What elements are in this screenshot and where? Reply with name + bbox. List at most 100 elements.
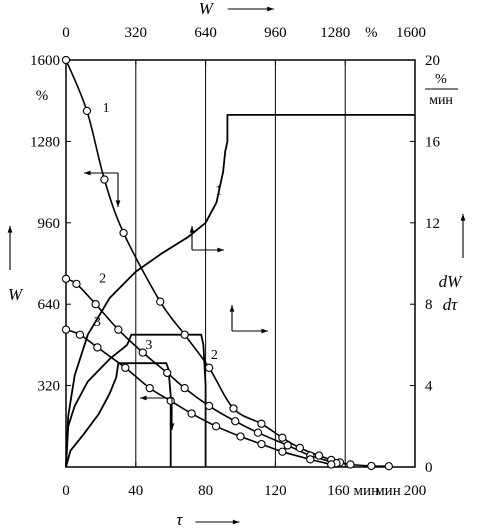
bottom-x-unit: мин: [375, 483, 401, 499]
moisture-point-1: [119, 228, 128, 238]
curve-number-label: 1: [103, 101, 110, 116]
right-y-tick-label: 16: [425, 134, 441, 150]
right-y-tick-label: 0: [425, 460, 433, 476]
moisture-point-3: [278, 447, 287, 456]
curve-number-label: 1: [215, 183, 222, 198]
curve1-moisture-indicator-h-head: [84, 170, 91, 176]
right-y-axis-label-num: dW: [439, 272, 464, 291]
top-x-tick-label: 1600: [396, 25, 426, 41]
moisture-point-3: [257, 439, 266, 449]
moisture-point-1: [61, 55, 71, 65]
moisture-point-1: [156, 297, 165, 306]
curve3-moisture-indicator-h-head: [140, 395, 147, 401]
left-y-axis-label: W: [8, 285, 24, 304]
moisture-point-3: [306, 455, 315, 464]
moisture-point-1: [346, 460, 355, 469]
moisture-point-2: [253, 428, 263, 437]
moisture-point-2: [138, 348, 147, 357]
plot-border: [65, 59, 416, 468]
top-x-tick-label: 1280: [320, 25, 350, 41]
moisture-point-2: [283, 441, 292, 450]
series-layer: [65, 59, 415, 468]
moisture-point-3: [187, 409, 196, 418]
plot-frame: [65, 59, 416, 468]
top-x-tick-label: 320: [125, 25, 148, 41]
moisture-point-1: [384, 462, 393, 471]
arrow-layer: [7, 6, 466, 525]
moisture-point-1: [257, 419, 266, 428]
bottom-x-tick-label: 160 мин: [327, 483, 379, 499]
top-x-tick-label: 0: [62, 25, 70, 41]
moisture-point-1: [82, 106, 92, 116]
moisture-point-2: [163, 368, 172, 378]
left-y-tick-label: 1280: [30, 134, 60, 150]
right-y-tick-label: 20: [425, 53, 440, 69]
right-y-unit-den: мин: [429, 93, 453, 108]
moisture-point-3: [93, 343, 102, 352]
curve3-moisture-indicator-v-head: [169, 423, 175, 430]
moisture-point-3: [327, 460, 336, 469]
left-y-tick-label: 640: [38, 297, 61, 313]
left-axis-arrow-head: [7, 226, 13, 233]
moisture-point-1: [295, 443, 304, 453]
moisture-point-3: [236, 432, 245, 441]
top-axis-arrow-head: [267, 6, 274, 12]
curve-number-label: 2: [211, 348, 218, 363]
moisture-point-3: [211, 422, 221, 431]
right-y-tick-label: 8: [425, 297, 433, 313]
marker-layer: [61, 55, 393, 471]
moisture-point-3: [75, 330, 85, 339]
curve-number-label: 3: [94, 315, 101, 330]
rate-curve-1: [65, 114, 415, 468]
bottom-x-tick-label: 120: [264, 483, 287, 499]
moisture-point-2: [61, 274, 71, 283]
moisture-point-1: [180, 330, 189, 339]
left-y-unit: %: [36, 88, 49, 104]
curve-number-label: 2: [99, 272, 106, 287]
rate-curve-2: [65, 333, 207, 468]
curve-number-label: 3: [145, 338, 152, 353]
left-y-tick-label: 960: [38, 216, 61, 232]
moisture-point-1: [367, 461, 376, 471]
curve1-rate-indicator-h-head: [217, 247, 224, 253]
moisture-point-2: [204, 401, 214, 411]
right-y-unit-num: %: [435, 72, 447, 87]
moisture-point-2: [231, 417, 240, 426]
top-x-unit-label: %: [365, 25, 378, 41]
bottom-x-axis-label: τ: [176, 510, 183, 529]
moisture-point-1: [278, 433, 287, 442]
moisture-point-2: [72, 279, 81, 288]
right-y-tick-label: 4: [425, 379, 433, 395]
moisture-point-1: [204, 363, 214, 372]
moisture-point-1: [314, 451, 324, 460]
moisture-point-3: [121, 363, 130, 372]
curve2-rate-indicator-v-head: [229, 305, 235, 312]
curve1-moisture-indicator-v-head: [115, 200, 121, 207]
moisture-point-3: [145, 383, 154, 393]
moisture-curve-2: [65, 278, 337, 464]
left-y-tick-label: 1600: [30, 53, 60, 69]
bottom-x-tick-label: 200: [404, 483, 427, 499]
right-y-axis-label-den: dτ: [443, 295, 459, 314]
bottom-x-tick-label: 40: [128, 483, 143, 499]
moisture-point-2: [180, 383, 189, 393]
right-axis-arrow-head: [460, 214, 466, 221]
moisture-point-2: [91, 300, 100, 309]
top-x-tick-label: 640: [194, 25, 217, 41]
top-x-axis-label: W: [199, 0, 215, 18]
bottom-axis-arrow-head: [232, 519, 240, 525]
curve2-rate-indicator-h-head: [261, 328, 268, 334]
rate-curve-3: [65, 362, 172, 468]
right-y-tick-label: 12: [425, 216, 440, 232]
left-y-tick-label: 320: [38, 379, 61, 395]
moisture-point-1: [229, 404, 238, 413]
moisture-point-3: [61, 325, 71, 334]
moisture-point-1: [100, 175, 109, 184]
bottom-x-tick-label: 0: [62, 483, 70, 499]
top-x-tick-label: 960: [264, 25, 287, 41]
moisture-point-2: [114, 325, 123, 334]
curve1-rate-indicator-v-head: [189, 226, 195, 233]
